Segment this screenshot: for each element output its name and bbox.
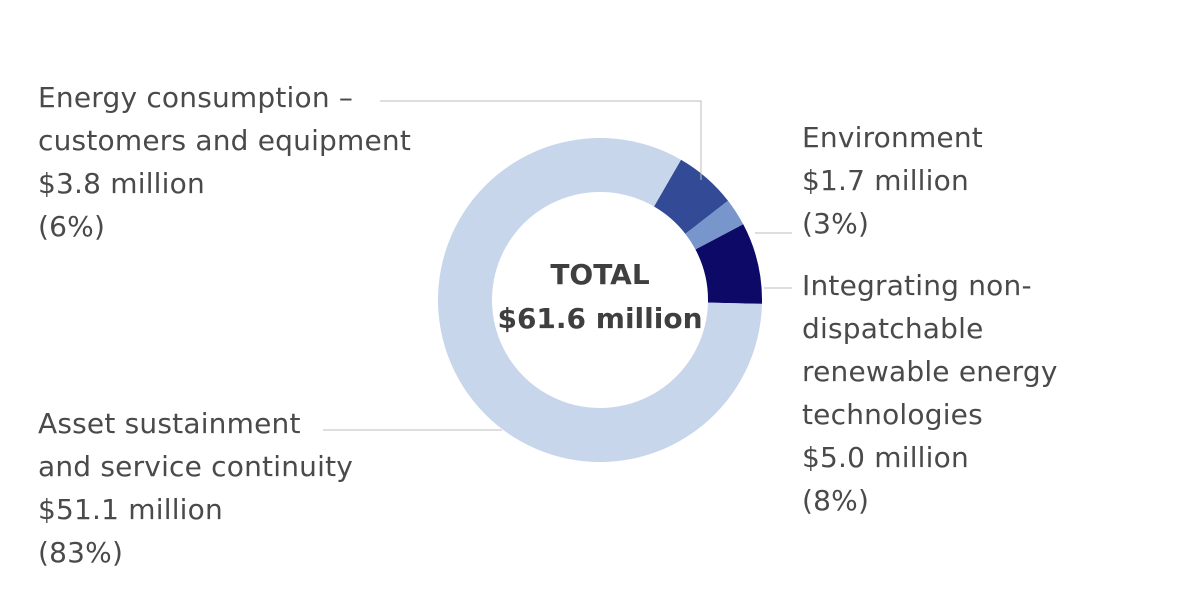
donut-slices	[438, 138, 762, 462]
leader-energy-consumption	[380, 100, 702, 180]
label-value: $5.0 million	[802, 441, 969, 474]
label-percent: (8%)	[802, 484, 870, 517]
label-value: $3.8 million	[38, 167, 205, 200]
label-environment: Environment $1.7 million (3%)	[802, 116, 983, 245]
slice-energy-consumption	[654, 159, 729, 234]
label-line: Energy consumption –	[38, 81, 354, 114]
label-integrating-renewables: Integrating non- dispatchable renewable …	[802, 264, 1058, 522]
center-title: TOTAL	[550, 258, 650, 291]
label-percent: (6%)	[38, 210, 106, 243]
label-line: Integrating non-	[802, 269, 1032, 302]
label-value: $51.1 million	[38, 493, 223, 526]
label-percent: (3%)	[802, 207, 870, 240]
label-line: and service continuity	[38, 450, 354, 483]
label-line: Asset sustainment	[38, 407, 301, 440]
label-line: Environment	[802, 121, 983, 154]
slice-asset-sustainment	[438, 138, 762, 462]
label-line: renewable energy	[802, 355, 1058, 388]
slice-integrating-renewables	[695, 224, 762, 304]
label-energy-consumption: Energy consumption – customers and equip…	[38, 76, 411, 248]
slice-environment	[685, 200, 744, 250]
center-total: $61.6 million	[497, 302, 703, 335]
leader-lines	[323, 100, 792, 431]
label-value: $1.7 million	[802, 164, 969, 197]
label-line: technologies	[802, 398, 983, 431]
label-line: dispatchable	[802, 312, 984, 345]
label-percent: (83%)	[38, 536, 124, 569]
label-line: customers and equipment	[38, 124, 412, 157]
label-asset-sustainment: Asset sustainment and service continuity…	[38, 402, 353, 574]
